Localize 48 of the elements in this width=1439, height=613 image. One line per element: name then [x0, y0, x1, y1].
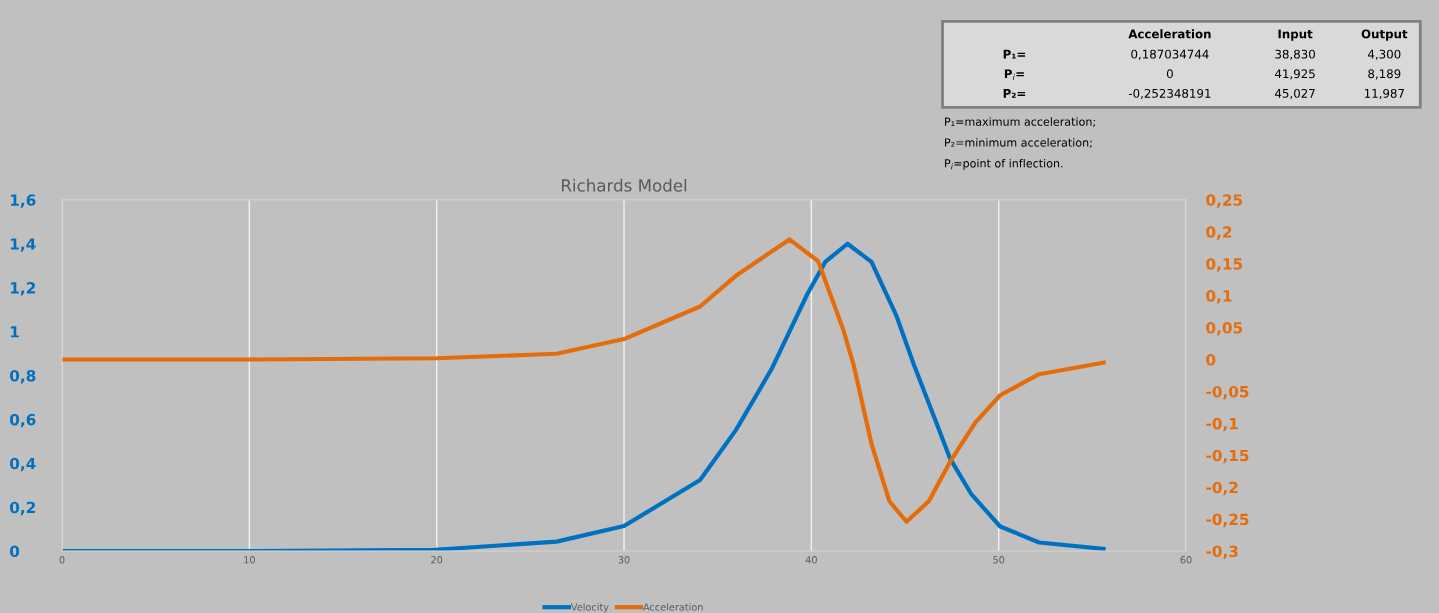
x-tick-label: 10	[244, 556, 255, 564]
x-tick-label: 50	[993, 556, 1005, 564]
y2-tick-label: 0,05	[1206, 322, 1243, 336]
x-tick-label: 20	[431, 556, 443, 564]
text: 45,027	[1275, 88, 1315, 100]
y-tick-label: 0,6	[9, 413, 36, 428]
text: Input	[1278, 29, 1313, 41]
y-tick-label: 1,4	[10, 238, 36, 252]
y2-tick-label: -0,25	[1206, 513, 1249, 528]
x-tick-label: 30	[618, 556, 630, 564]
text: P₂=minimum acceleration;	[945, 138, 1092, 148]
text: 0	[1166, 69, 1173, 79]
y-tick-label: 1,6	[10, 194, 36, 208]
text: 0,187034744	[1131, 49, 1209, 60]
text: 38,830	[1275, 49, 1315, 60]
y2-tick-label: 0	[1206, 353, 1216, 366]
text: 4,300	[1368, 49, 1401, 60]
y2-tick-label: -0,3	[1206, 545, 1238, 560]
text: Output	[1361, 29, 1408, 41]
y-tick-label: 0,2	[9, 501, 35, 516]
y2-tick-label: 0,15	[1206, 258, 1243, 272]
y-tick-label: 0,4	[9, 457, 36, 472]
legend-label: Acceleration	[643, 603, 703, 611]
y2-tick-label: 0,2	[1206, 226, 1232, 240]
text: 41,925	[1275, 69, 1315, 80]
y2-tick-label: -0,15	[1206, 449, 1249, 464]
text: 8,189	[1368, 69, 1401, 80]
text: P₁=maximum acceleration;	[945, 117, 1095, 127]
y2-tick-label: -0,1	[1206, 417, 1238, 432]
legend-label: Velocity	[570, 603, 609, 613]
x-tick-label: 40	[805, 556, 817, 564]
text: P$_{i}$=	[1004, 69, 1024, 80]
y-tick-label: 1,2	[10, 282, 35, 296]
y-tick-label: 1	[10, 326, 19, 338]
chart-title: Richards Model	[562, 178, 687, 192]
text: P₁=	[1003, 49, 1026, 59]
x-tick-label: 0	[59, 556, 65, 564]
text: 11,987	[1364, 88, 1404, 100]
x-tick-label: 60	[1180, 556, 1192, 564]
y-tick-label: 0,8	[9, 369, 36, 384]
y2-tick-label: 0,25	[1206, 194, 1243, 208]
text: P$_{i}$=point of inflection.	[945, 158, 1063, 170]
y2-tick-label: 0,1	[1206, 290, 1232, 304]
y2-tick-label: -0,05	[1206, 385, 1249, 400]
text: -0,252348191	[1128, 88, 1211, 100]
text: Acceleration	[1128, 29, 1211, 39]
y2-tick-label: -0,2	[1206, 481, 1238, 496]
text: P₂=	[1003, 89, 1026, 98]
